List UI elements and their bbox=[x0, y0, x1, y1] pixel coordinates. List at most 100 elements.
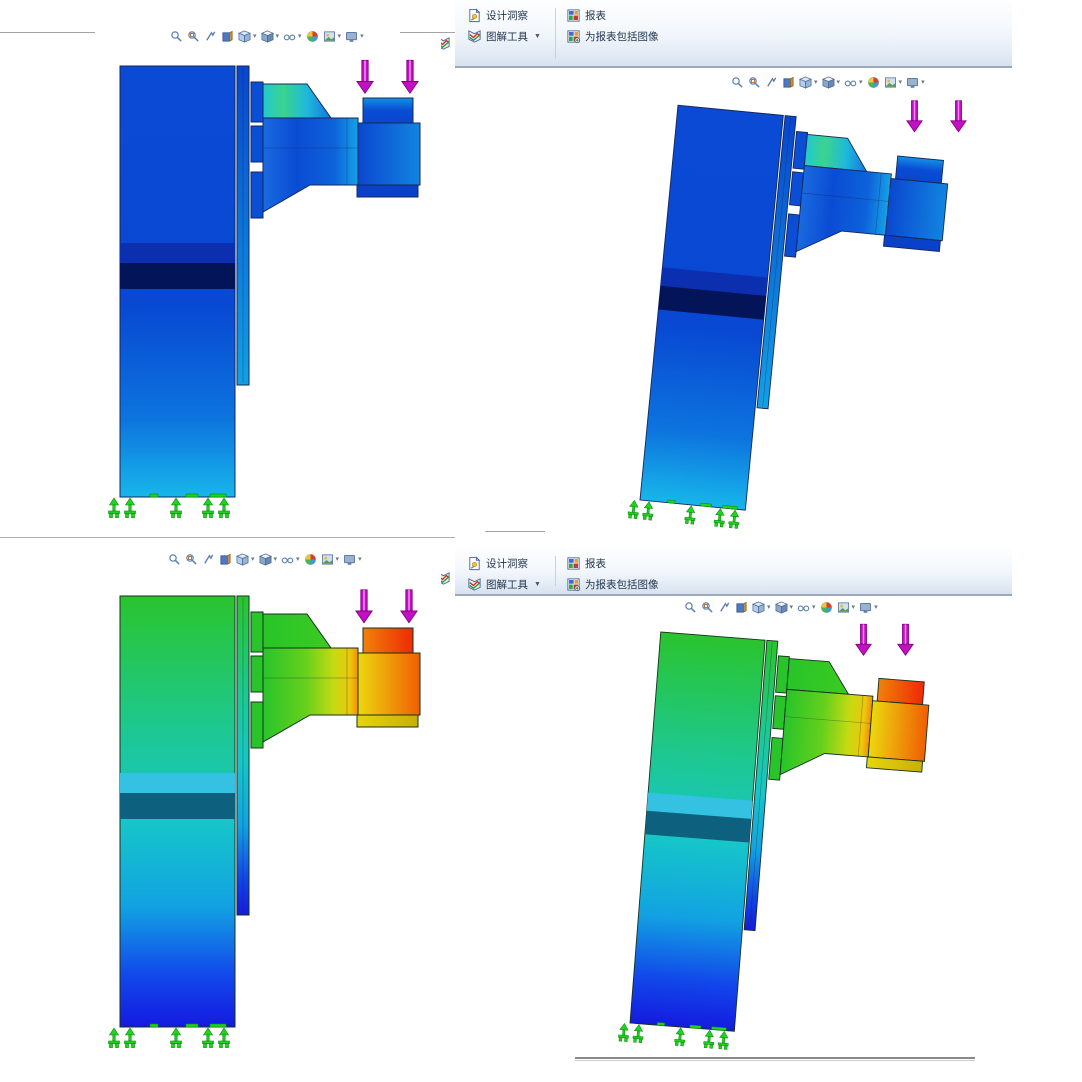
plot-tools-button[interactable]: 图解工具 ▼ bbox=[467, 575, 555, 594]
view-settings-icon[interactable] bbox=[906, 76, 919, 89]
include-image-for-report-icon bbox=[566, 29, 581, 44]
simulation-ribbon: 设计洞察 图解工具 ▼ 报表 为报表包括图像 bbox=[455, 0, 1012, 68]
dropdown-arrow-icon[interactable]: ▾ bbox=[296, 555, 300, 563]
section-view-icon[interactable] bbox=[782, 76, 795, 89]
previous-view-icon[interactable] bbox=[718, 601, 731, 614]
zoom-to-fit-icon[interactable] bbox=[684, 601, 697, 614]
load-arrow-icon bbox=[855, 623, 872, 656]
previous-view-icon[interactable] bbox=[202, 553, 215, 566]
zoom-to-area-icon[interactable] bbox=[701, 601, 714, 614]
plot-tools-button[interactable]: 图解工具 ▼ bbox=[467, 27, 555, 46]
clipped-toolbar-icon[interactable] bbox=[441, 571, 453, 585]
plot-tools-dropdown-arrow[interactable]: ▼ bbox=[534, 33, 541, 40]
edit-appearance-icon[interactable] bbox=[820, 601, 833, 614]
ribbon-group-separator bbox=[555, 556, 556, 586]
dropdown-arrow-icon[interactable]: ▾ bbox=[358, 555, 362, 563]
previous-view-icon[interactable] bbox=[204, 30, 217, 43]
simulation-ribbon: 设计洞察 图解工具 ▼ 报表 为报表包括图像 bbox=[455, 548, 1012, 596]
viewport-stress-deformed[interactable] bbox=[619, 98, 972, 558]
hide-show-items-icon[interactable] bbox=[283, 30, 296, 43]
dropdown-arrow-icon[interactable]: ▾ bbox=[251, 555, 255, 563]
load-arrow-icon bbox=[400, 589, 418, 624]
viewport-stress-undeformed[interactable] bbox=[100, 60, 440, 530]
view-orientation-icon[interactable] bbox=[236, 553, 249, 566]
dropdown-arrow-icon[interactable]: ▾ bbox=[874, 603, 878, 611]
apply-scene-icon[interactable] bbox=[323, 30, 336, 43]
heads-up-view-toolbar: ▾ ▾ ▾ ▾ ▾ bbox=[168, 551, 362, 567]
dropdown-arrow-icon[interactable]: ▾ bbox=[767, 603, 771, 611]
dropdown-arrow-icon[interactable]: ▾ bbox=[812, 603, 816, 611]
hide-show-items-icon[interactable] bbox=[281, 553, 294, 566]
apply-scene-icon[interactable] bbox=[837, 601, 850, 614]
view-orientation-icon[interactable] bbox=[752, 601, 765, 614]
dropdown-arrow-icon[interactable]: ▾ bbox=[273, 555, 278, 563]
design-insight-button[interactable]: 设计洞察 bbox=[467, 554, 555, 573]
plot-tools-icon bbox=[467, 29, 482, 44]
load-arrow-icon bbox=[401, 59, 419, 94]
zoom-to-area-icon[interactable] bbox=[187, 30, 200, 43]
dropdown-arrow-icon[interactable]: ▾ bbox=[275, 32, 280, 40]
hide-show-items-icon[interactable] bbox=[844, 76, 857, 89]
display-style-icon[interactable] bbox=[260, 30, 274, 43]
design-insight-icon bbox=[467, 8, 482, 23]
dropdown-arrow-icon[interactable]: ▾ bbox=[859, 78, 863, 86]
view-settings-icon[interactable] bbox=[859, 601, 872, 614]
apply-scene-icon[interactable] bbox=[321, 553, 334, 566]
display-style-icon[interactable] bbox=[821, 76, 835, 89]
zoom-to-area-icon[interactable] bbox=[185, 553, 198, 566]
viewport-displacement-undeformed[interactable] bbox=[100, 590, 440, 1060]
include-image-for-report-button[interactable]: 为报表包括图像 bbox=[566, 27, 659, 46]
dropdown-arrow-icon[interactable]: ▾ bbox=[337, 32, 342, 40]
view-settings-icon[interactable] bbox=[343, 553, 356, 566]
edit-appearance-icon[interactable] bbox=[867, 76, 880, 89]
display-style-icon[interactable] bbox=[258, 553, 272, 566]
previous-view-icon[interactable] bbox=[765, 76, 778, 89]
edit-appearance-icon[interactable] bbox=[306, 30, 319, 43]
dropdown-arrow-icon[interactable]: ▾ bbox=[814, 78, 818, 86]
dropdown-arrow-icon[interactable]: ▾ bbox=[335, 555, 340, 563]
dropdown-arrow-icon[interactable]: ▾ bbox=[851, 603, 856, 611]
dropdown-arrow-icon[interactable]: ▾ bbox=[253, 32, 257, 40]
view-settings-icon[interactable] bbox=[345, 30, 358, 43]
view-orientation-icon[interactable] bbox=[238, 30, 251, 43]
dropdown-arrow-icon[interactable]: ▾ bbox=[836, 78, 841, 86]
display-style-icon[interactable] bbox=[774, 601, 788, 614]
zoom-to-fit-icon[interactable] bbox=[731, 76, 744, 89]
load-arrow-icon bbox=[355, 589, 373, 624]
heads-up-view-toolbar: ▾ ▾ ▾ ▾ ▾ bbox=[684, 599, 878, 615]
window-edge-line bbox=[400, 32, 455, 33]
edit-appearance-icon[interactable] bbox=[304, 553, 317, 566]
window-edge-line bbox=[0, 32, 95, 33]
clipped-toolbar-icon[interactable] bbox=[441, 36, 453, 50]
load-arrow-icon bbox=[356, 59, 374, 94]
dropdown-arrow-icon[interactable]: ▾ bbox=[921, 78, 925, 86]
design-insight-button[interactable]: 设计洞察 bbox=[467, 6, 555, 25]
plot-tools-icon bbox=[467, 577, 482, 592]
include-image-for-report-label: 为报表包括图像 bbox=[585, 31, 659, 43]
hide-show-items-icon[interactable] bbox=[797, 601, 810, 614]
dropdown-arrow-icon[interactable]: ▾ bbox=[360, 32, 364, 40]
include-image-for-report-button[interactable]: 为报表包括图像 bbox=[566, 575, 659, 594]
include-image-for-report-icon bbox=[566, 577, 581, 592]
dropdown-arrow-icon[interactable]: ▾ bbox=[298, 32, 302, 40]
plot-tools-label: 图解工具 bbox=[486, 31, 528, 43]
apply-scene-icon[interactable] bbox=[884, 76, 897, 89]
plot-tools-dropdown-arrow[interactable]: ▼ bbox=[534, 581, 541, 588]
include-image-for-report-label: 为报表包括图像 bbox=[585, 579, 659, 591]
zoom-to-fit-icon[interactable] bbox=[168, 553, 181, 566]
zoom-to-area-icon[interactable] bbox=[748, 76, 761, 89]
viewport-displacement-deformed[interactable] bbox=[610, 625, 952, 1076]
report-icon bbox=[566, 8, 581, 23]
window-edge-line bbox=[0, 537, 455, 538]
dropdown-arrow-icon[interactable]: ▾ bbox=[789, 603, 794, 611]
zoom-to-fit-icon[interactable] bbox=[170, 30, 183, 43]
report-button[interactable]: 报表 bbox=[566, 554, 659, 573]
report-button[interactable]: 报表 bbox=[566, 6, 659, 25]
section-view-icon[interactable] bbox=[735, 601, 748, 614]
dropdown-arrow-icon[interactable]: ▾ bbox=[898, 78, 903, 86]
view-orientation-icon[interactable] bbox=[799, 76, 812, 89]
section-view-icon[interactable] bbox=[221, 30, 234, 43]
section-view-icon[interactable] bbox=[219, 553, 232, 566]
ribbon-group-separator bbox=[555, 8, 556, 58]
